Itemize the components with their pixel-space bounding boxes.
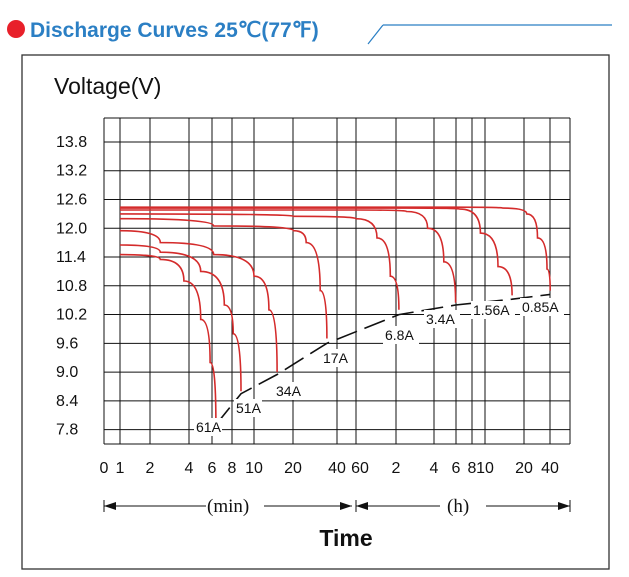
discharge-curve (119, 209, 457, 303)
y-tick-label: 11.4 (56, 249, 86, 266)
x-tick-label: 10 (476, 460, 494, 477)
curve-label: 0.85A (522, 299, 559, 315)
curve-labels: 61A 51A 34A 17A 6.8A 3.4A 1.56A 0.85A (194, 298, 564, 436)
end-voltage-layer (215, 293, 551, 426)
x-tick-label: 8 (468, 460, 477, 477)
x-tick-label: 4 (430, 460, 439, 477)
unit-label-h: (h) (447, 496, 469, 517)
x-tick-label: 8 (228, 460, 237, 477)
x-tick-label: 20 (284, 460, 302, 477)
curve-label-bg (520, 298, 564, 316)
x-tick-label: 10 (245, 460, 263, 477)
curve-label-bg (234, 399, 262, 417)
curve-label: 34A (276, 383, 302, 399)
x-tick-label: 1 (116, 460, 125, 477)
curve-label: 6.8A (385, 327, 414, 343)
x-tick-label: 40 (541, 460, 559, 477)
curve-label-bg (321, 349, 349, 367)
x-tick-label: 20 (515, 460, 533, 477)
x-tick-label: 4 (185, 460, 194, 477)
y-tick-labels: 13.8 13.2 12.6 12.0 11.4 10.8 10.2 9.6 9.0 8.4 7.8 (56, 134, 87, 439)
y-axis-title: Voltage(V) (54, 73, 161, 99)
y-tick-label: 13.8 (56, 134, 87, 151)
red-dot-icon (7, 20, 25, 38)
x-tick-label: 0 (100, 460, 109, 477)
curve-label-bg (274, 382, 302, 400)
y-tick-label: 10.2 (56, 307, 87, 324)
discharge-curve (119, 229, 278, 373)
discharge-curve (119, 253, 217, 425)
chart-header-title: Discharge Curves 25℃(77℉) (30, 19, 319, 42)
discharge-curve (119, 206, 551, 291)
x-tick-label: 2 (392, 460, 401, 477)
x-tick-label: 6 (208, 460, 217, 477)
x-tick-label: 6 (452, 460, 461, 477)
discharge-curve (119, 217, 328, 339)
x-axis-title: Time (319, 525, 372, 551)
y-tick-label: 12.0 (56, 220, 87, 237)
unit-bracket-min (103, 500, 352, 512)
curve-label: 1.56A (473, 302, 510, 318)
curve-label-bg (424, 310, 460, 328)
discharge-curve (119, 244, 242, 392)
y-tick-label: 13.2 (56, 163, 87, 180)
curve-label: 17A (323, 350, 349, 366)
unit-bracket-h (355, 500, 571, 512)
end-voltage-line (215, 293, 551, 426)
x-tick-label: 60 (351, 460, 369, 477)
y-tick-label: 10.8 (56, 278, 87, 295)
x-tick-labels: 0 1 2 4 6 8 10 20 40 60 2 4 6 8 10 20 40 (100, 460, 559, 477)
plot-grid (103, 117, 571, 445)
y-tick-label: 7.8 (56, 422, 78, 439)
curve-label-bg (471, 301, 515, 319)
y-tick-label: 9.0 (56, 364, 78, 381)
discharge-curve (120, 207, 513, 296)
y-tick-label: 9.6 (56, 335, 78, 352)
curve-label-bg (194, 418, 222, 436)
x-tick-label: 2 (146, 460, 155, 477)
chart-frame (21, 54, 610, 570)
unit-label-min: (min) (207, 496, 249, 517)
y-tick-label: 12.6 (56, 192, 87, 209)
curve-label: 51A (236, 400, 262, 416)
curve-label: 61A (196, 419, 222, 435)
x-tick-label: 40 (328, 460, 346, 477)
y-tick-label: 8.4 (56, 393, 78, 410)
discharge-curve (119, 213, 400, 310)
curve-layer (119, 206, 551, 425)
curve-label: 3.4A (426, 311, 455, 327)
curve-label-bg (383, 326, 419, 344)
header-underline (367, 24, 384, 45)
